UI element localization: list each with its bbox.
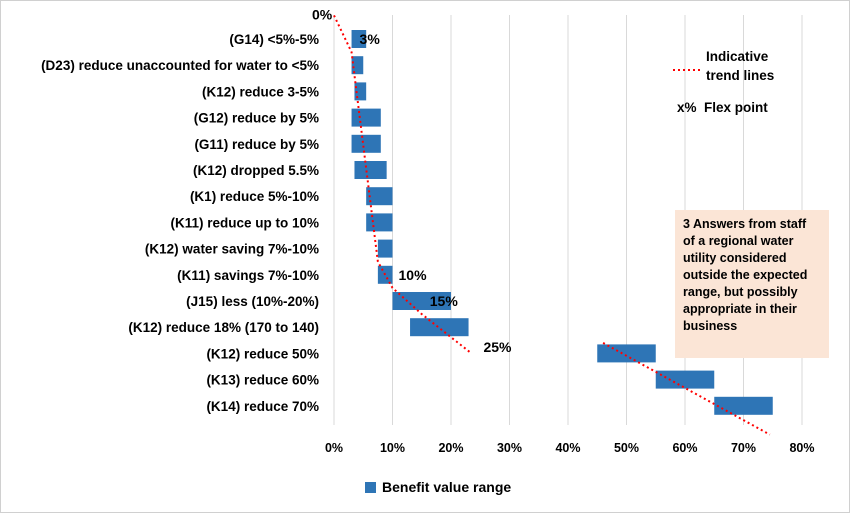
category-label: (K12) reduce 50%	[206, 346, 319, 361]
flex-legend-label: Flex point	[704, 100, 768, 115]
bar	[351, 108, 381, 127]
trend-legend-label-2: trend lines	[706, 68, 775, 83]
category-label: (G11) reduce by 5%	[194, 137, 319, 152]
series-legend-label: Benefit value range	[382, 479, 512, 495]
category-label: (D23) reduce unaccounted for water to <5…	[41, 58, 319, 73]
trend-legend-label-1: Indicative	[706, 49, 769, 64]
bar	[351, 134, 381, 153]
x-tick-label: 0%	[325, 441, 343, 455]
x-tick-label: 10%	[380, 441, 405, 455]
outlier-note-box: 3 Answers from staff of a regional water…	[675, 210, 829, 358]
legend-marks-layer	[365, 69, 701, 493]
flex-point-label: 15%	[430, 293, 459, 309]
x-tick-label: 70%	[731, 441, 756, 455]
category-label: (K13) reduce 60%	[206, 373, 319, 388]
x-tick-labels-layer: 0% 10% 20% 30% 40% 50% 60% 70% 80%	[325, 441, 815, 455]
x-tick-label: 30%	[497, 441, 522, 455]
trend-line	[333, 14, 473, 355]
category-label: (K1) reduce 5%-10%	[190, 189, 319, 204]
category-label: (K12) dropped 5.5%	[193, 163, 319, 178]
trend-line	[602, 342, 771, 436]
x-tick-label: 20%	[438, 441, 463, 455]
category-label: (K12) reduce 3-5%	[202, 84, 319, 99]
flex-point-label: 10%	[399, 267, 428, 283]
bars-layer	[351, 30, 773, 415]
bar	[351, 56, 364, 75]
flex-point-label: 25%	[483, 339, 512, 355]
category-labels-layer: (G14) <5%-5% (D23) reduce unaccounted for…	[41, 32, 319, 414]
category-label: (K11) reduce up to 10%	[170, 215, 319, 230]
x-tick-label: 50%	[614, 441, 639, 455]
bar	[354, 82, 367, 101]
bar	[354, 161, 387, 179]
trend-lines-layer	[333, 14, 771, 436]
bar	[366, 213, 393, 232]
bar	[655, 370, 715, 389]
bar	[597, 344, 656, 363]
flex-point-labels-layer: 0% 3% 10%15% 25%	[312, 6, 512, 355]
bar	[410, 318, 469, 337]
bar	[366, 187, 393, 206]
flex-point-label: 3%	[360, 31, 381, 47]
bar	[351, 30, 367, 48]
bar	[377, 239, 393, 258]
category-label: (K12) water saving 7%-10%	[145, 242, 319, 257]
category-label: (K11) savings 7%-10%	[177, 268, 319, 283]
x-tick-label: 40%	[555, 441, 580, 455]
bar	[714, 396, 773, 415]
category-label: (G12) reduce by 5%	[194, 111, 319, 126]
x-tick-label: 60%	[672, 441, 697, 455]
bar	[392, 292, 451, 310]
category-label: (J15) less (10%-20%)	[186, 294, 319, 309]
category-label: (K14) reduce 70%	[206, 399, 319, 414]
category-label: (K12) reduce 18% (170 to 140)	[128, 320, 319, 335]
category-label: (G14) <5%-5%	[229, 32, 319, 47]
series-legend-swatch	[365, 482, 376, 493]
flex-point-label: 0%	[312, 6, 333, 22]
flex-legend-symbol: x%	[677, 100, 697, 115]
x-tick-label: 80%	[789, 441, 814, 455]
